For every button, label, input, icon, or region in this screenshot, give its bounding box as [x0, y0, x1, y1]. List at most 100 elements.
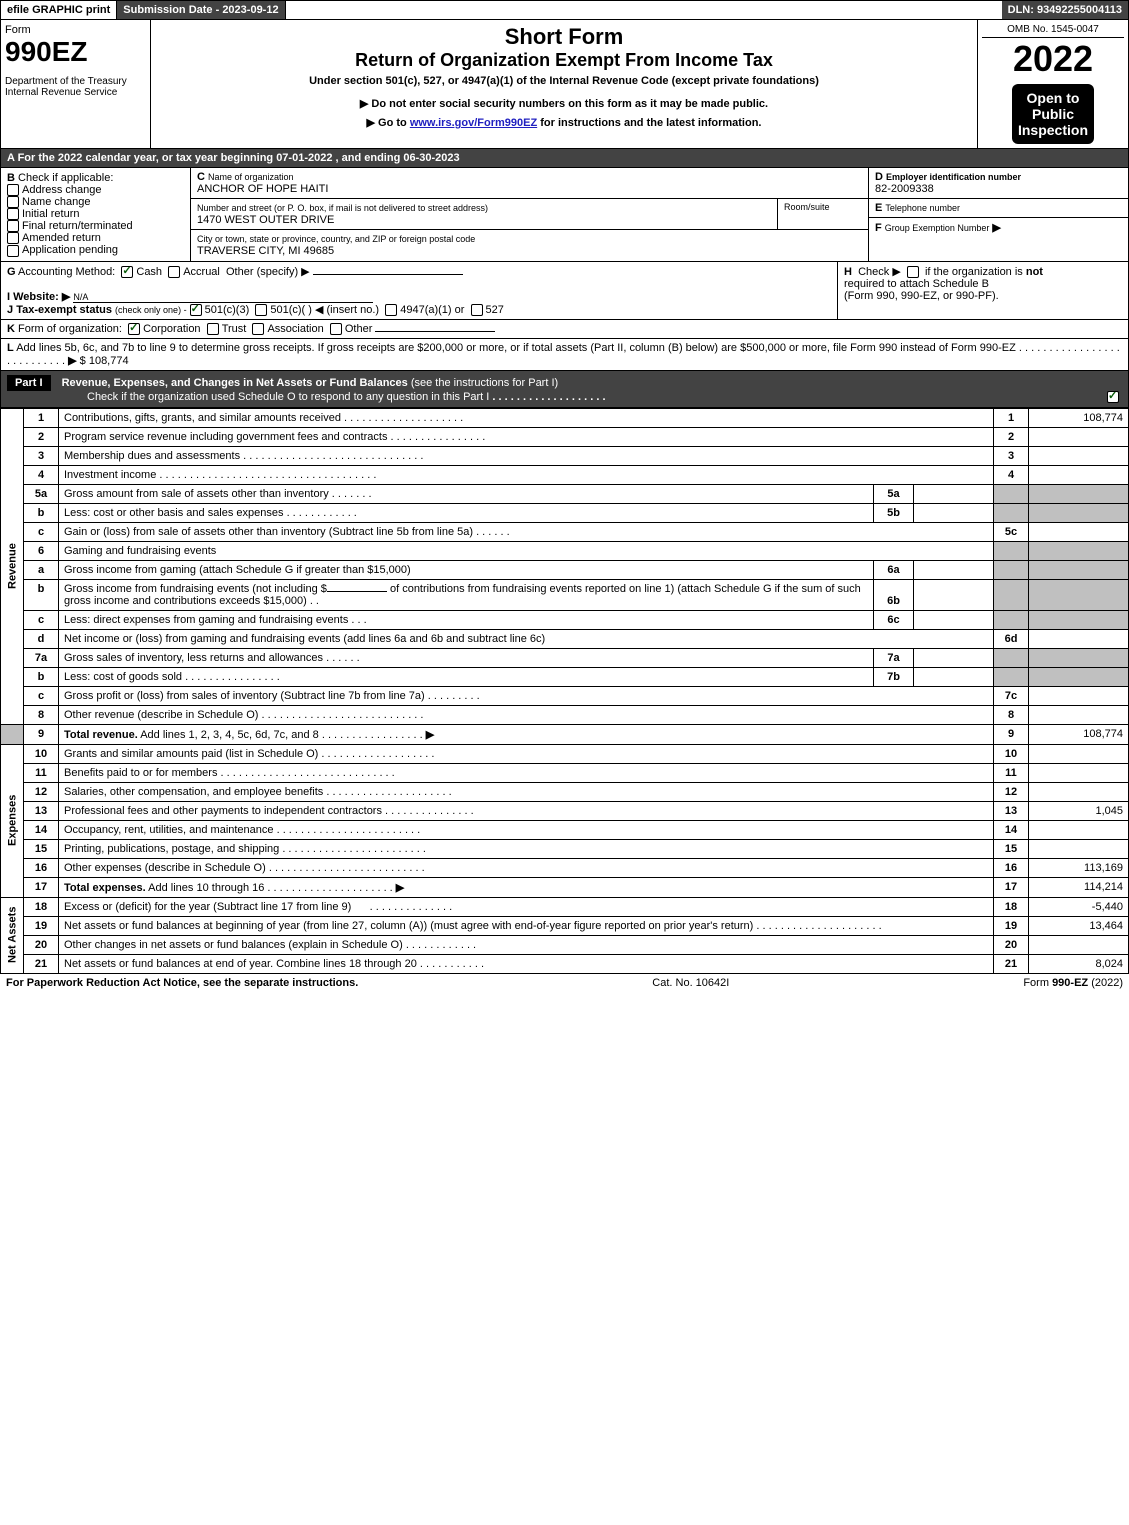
chk-amended[interactable]: [7, 232, 19, 244]
chk-final[interactable]: [7, 220, 19, 232]
chk-cash[interactable]: [121, 266, 133, 278]
row-6a: a Gross income from gaming (attach Sched…: [1, 560, 1129, 579]
l15-v: [1029, 839, 1129, 858]
l6c-v: [1029, 610, 1129, 629]
l6-n: 6: [24, 541, 59, 560]
l20-rn: 20: [994, 935, 1029, 954]
l13-v: 1,045: [1029, 801, 1129, 820]
l21-n: 21: [24, 954, 59, 973]
l6-rn: [994, 541, 1029, 560]
l7b-sn: 7b: [874, 667, 914, 686]
l19-t: Net assets or fund balances at beginning…: [64, 920, 753, 932]
d-lbl: Employer identification number: [886, 172, 1021, 182]
chk-schedule-o[interactable]: [1107, 391, 1119, 403]
line-k: K Form of organization: Corporation Trus…: [0, 320, 1129, 339]
row-14: 14 Occupancy, rent, utilities, and maint…: [1, 820, 1129, 839]
main-grid: Revenue 1 Contributions, gifts, grants, …: [0, 408, 1129, 974]
l6b-n: b: [24, 579, 59, 610]
footer-right-pre: Form: [1023, 977, 1052, 989]
e-row: E Telephone number: [869, 199, 1128, 218]
chk-527[interactable]: [471, 304, 483, 316]
i-hdr: I: [7, 291, 10, 303]
chk-initial[interactable]: [7, 208, 19, 220]
g-other-line[interactable]: [313, 274, 463, 275]
chk-name[interactable]: [7, 196, 19, 208]
row-15: 15 Printing, publications, postage, and …: [1, 839, 1129, 858]
l20-n: 20: [24, 935, 59, 954]
l-txt: Add lines 5b, 6c, and 7b to line 9 to de…: [16, 342, 1016, 354]
l5c-rn: 5c: [994, 522, 1029, 541]
section-b: B Check if applicable: Address change Na…: [1, 168, 191, 261]
c-hdr: C: [197, 171, 205, 183]
chk-assoc[interactable]: [252, 323, 264, 335]
chk-accrual[interactable]: [168, 266, 180, 278]
l10-t: Grants and similar amounts paid (list in…: [64, 748, 318, 760]
l6b-sn: 6b: [874, 579, 914, 610]
d-row: D Employer identification number 82-2009…: [869, 168, 1128, 199]
l5a-rn: [994, 484, 1029, 503]
l12-n: 12: [24, 782, 59, 801]
l7a-n: 7a: [24, 648, 59, 667]
l5b-sn: 5b: [874, 503, 914, 522]
chk-corp[interactable]: [128, 323, 140, 335]
row-7c: c Gross profit or (loss) from sales of i…: [1, 686, 1129, 705]
chk-addr[interactable]: [7, 184, 19, 196]
j-hdr: J: [7, 304, 13, 316]
l6b-sv: [914, 579, 994, 610]
part1-title: Revenue, Expenses, and Changes in Net As…: [62, 377, 408, 389]
l6a-rn: [994, 560, 1029, 579]
row-4: 4 Investment income . . . . . . . . . . …: [1, 465, 1129, 484]
l15-n: 15: [24, 839, 59, 858]
l9-n: 9: [24, 724, 59, 744]
l6a-t: Gross income from gaming (attach Schedul…: [59, 560, 874, 579]
netassets-label: Net Assets: [1, 897, 24, 973]
chk-trust[interactable]: [207, 323, 219, 335]
l9-t2: Add lines 1, 2, 3, 4, 5c, 6d, 7c, and 8: [138, 729, 319, 741]
l4-rn: 4: [994, 465, 1029, 484]
chk-501c3[interactable]: [190, 304, 202, 316]
row-7b: b Less: cost of goods sold . . . . . . .…: [1, 667, 1129, 686]
l18-n: 18: [24, 897, 59, 916]
l7a-rn: [994, 648, 1029, 667]
l1-n: 1: [24, 408, 59, 427]
goto-link[interactable]: www.irs.gov/Form990EZ: [410, 117, 537, 129]
j-o3: 4947(a)(1) or: [400, 304, 464, 316]
b-initial: Initial return: [22, 208, 79, 220]
k-other-line[interactable]: [375, 331, 495, 332]
chk-h[interactable]: [907, 266, 919, 278]
l21-t: Net assets or fund balances at end of ye…: [64, 958, 417, 970]
row-gh: G Accounting Method: Cash Accrual Other …: [0, 262, 1129, 320]
l7c-t: Gross profit or (loss) from sales of inv…: [64, 690, 425, 702]
l-arrow: ▶: [68, 355, 76, 367]
form-mid: Short Form Return of Organization Exempt…: [151, 20, 978, 148]
l7c-v: [1029, 686, 1129, 705]
chk-501c[interactable]: [255, 304, 267, 316]
k-corp: Corporation: [143, 323, 200, 335]
l6c-n: c: [24, 610, 59, 629]
footer-right: Form 990-EZ (2022): [1023, 977, 1123, 989]
l12-rn: 12: [994, 782, 1029, 801]
g-lbl: Accounting Method:: [18, 266, 115, 278]
l21-v: 8,024: [1029, 954, 1129, 973]
l8-rn: 8: [994, 705, 1029, 724]
chk-pending[interactable]: [7, 245, 19, 257]
efile-print[interactable]: efile GRAPHIC print: [1, 1, 117, 19]
l2-n: 2: [24, 427, 59, 446]
l6c-t: Less: direct expenses from gaming and fu…: [64, 614, 348, 626]
l21-rn: 21: [994, 954, 1029, 973]
row-18: Net Assets 18 Excess or (deficit) for th…: [1, 897, 1129, 916]
l6b-blank[interactable]: [327, 591, 387, 592]
l4-v: [1029, 465, 1129, 484]
dln: DLN: 93492255004113: [1002, 1, 1128, 19]
row-5b: b Less: cost or other basis and sales ex…: [1, 503, 1129, 522]
chk-4947[interactable]: [385, 304, 397, 316]
row-16: 16 Other expenses (describe in Schedule …: [1, 858, 1129, 877]
l9-arrow: ▶: [426, 729, 434, 741]
chk-other[interactable]: [330, 323, 342, 335]
part1-lbl: Part I: [7, 375, 51, 391]
l16-rn: 16: [994, 858, 1029, 877]
l1-v: 108,774: [1029, 408, 1129, 427]
l11-t: Benefits paid to or for members: [64, 767, 217, 779]
e-lbl: Telephone number: [885, 203, 960, 213]
l10-v: [1029, 744, 1129, 763]
